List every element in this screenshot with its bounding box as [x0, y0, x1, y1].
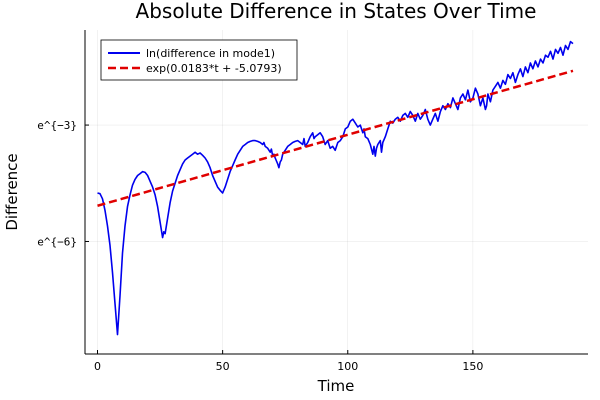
series	[97, 40, 574, 336]
x-axis-label: Time	[317, 377, 355, 395]
x-tick-label: 100	[337, 360, 358, 373]
series-line-fit	[97, 69, 574, 207]
tick-labels: 0 50 100 150 e^{−6} e^{−3}	[37, 119, 483, 373]
legend-label-series-1: ln(difference in mode1)	[146, 47, 275, 60]
y-tick-label: e^{−3}	[37, 119, 77, 132]
legend-box	[100, 39, 298, 81]
y-axis-label: Difference	[3, 153, 21, 230]
x-tick-label: 50	[216, 360, 230, 373]
axes	[84, 30, 588, 355]
x-tick-label: 150	[462, 360, 483, 373]
legend-label-series-2: exp(0.0183*t + -5.0793)	[146, 62, 282, 75]
series-line-data	[97, 40, 574, 336]
grid	[85, 30, 588, 354]
chart-title: Absolute Difference in States Over Time	[136, 0, 537, 23]
y-tick-label: e^{−6}	[37, 235, 77, 248]
x-tick-label: 0	[94, 360, 101, 373]
legend: ln(difference in mode1) exp(0.0183*t + -…	[100, 39, 298, 81]
